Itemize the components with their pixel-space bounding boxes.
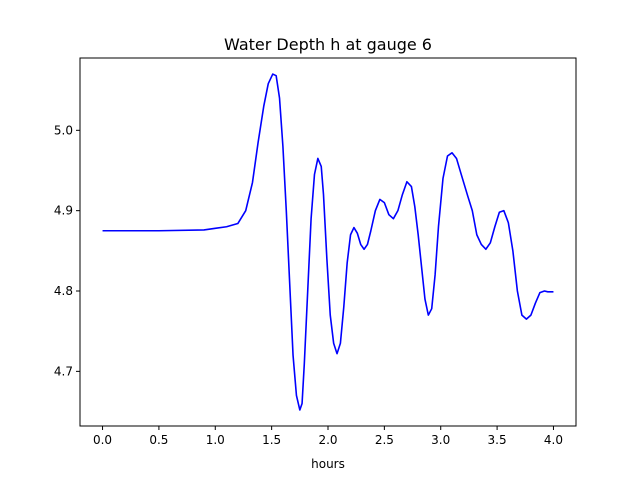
y-tick-label: 5.0 [54, 123, 73, 137]
chart-title: Water Depth h at gauge 6 [224, 35, 432, 54]
plot-area [102, 73, 554, 411]
x-tick-label: 0.5 [149, 433, 168, 447]
y-tick-label: 4.9 [54, 204, 73, 218]
x-tick-label: 3.5 [488, 433, 507, 447]
series-line-0 [102, 73, 554, 411]
x-tick-label: 3.0 [431, 433, 450, 447]
plot-frame [79, 57, 577, 427]
x-tick-label: 1.0 [206, 433, 225, 447]
x-axis-label: hours [311, 457, 345, 471]
y-tick-label: 4.7 [54, 364, 73, 378]
x-tick-label: 0.0 [93, 433, 112, 447]
x-tick-label: 1.5 [262, 433, 281, 447]
x-tick-label: 2.5 [375, 433, 394, 447]
x-tick-label: 4.0 [544, 433, 563, 447]
axis-ticks: 0.0 0.5 1.0 1.5 2.0 2.5 3.0 3.5 4.0 4.7 4.8 4.9 5.0 [54, 123, 563, 447]
x-tick-label: 2.0 [318, 433, 337, 447]
y-tick-label: 4.8 [54, 284, 73, 298]
